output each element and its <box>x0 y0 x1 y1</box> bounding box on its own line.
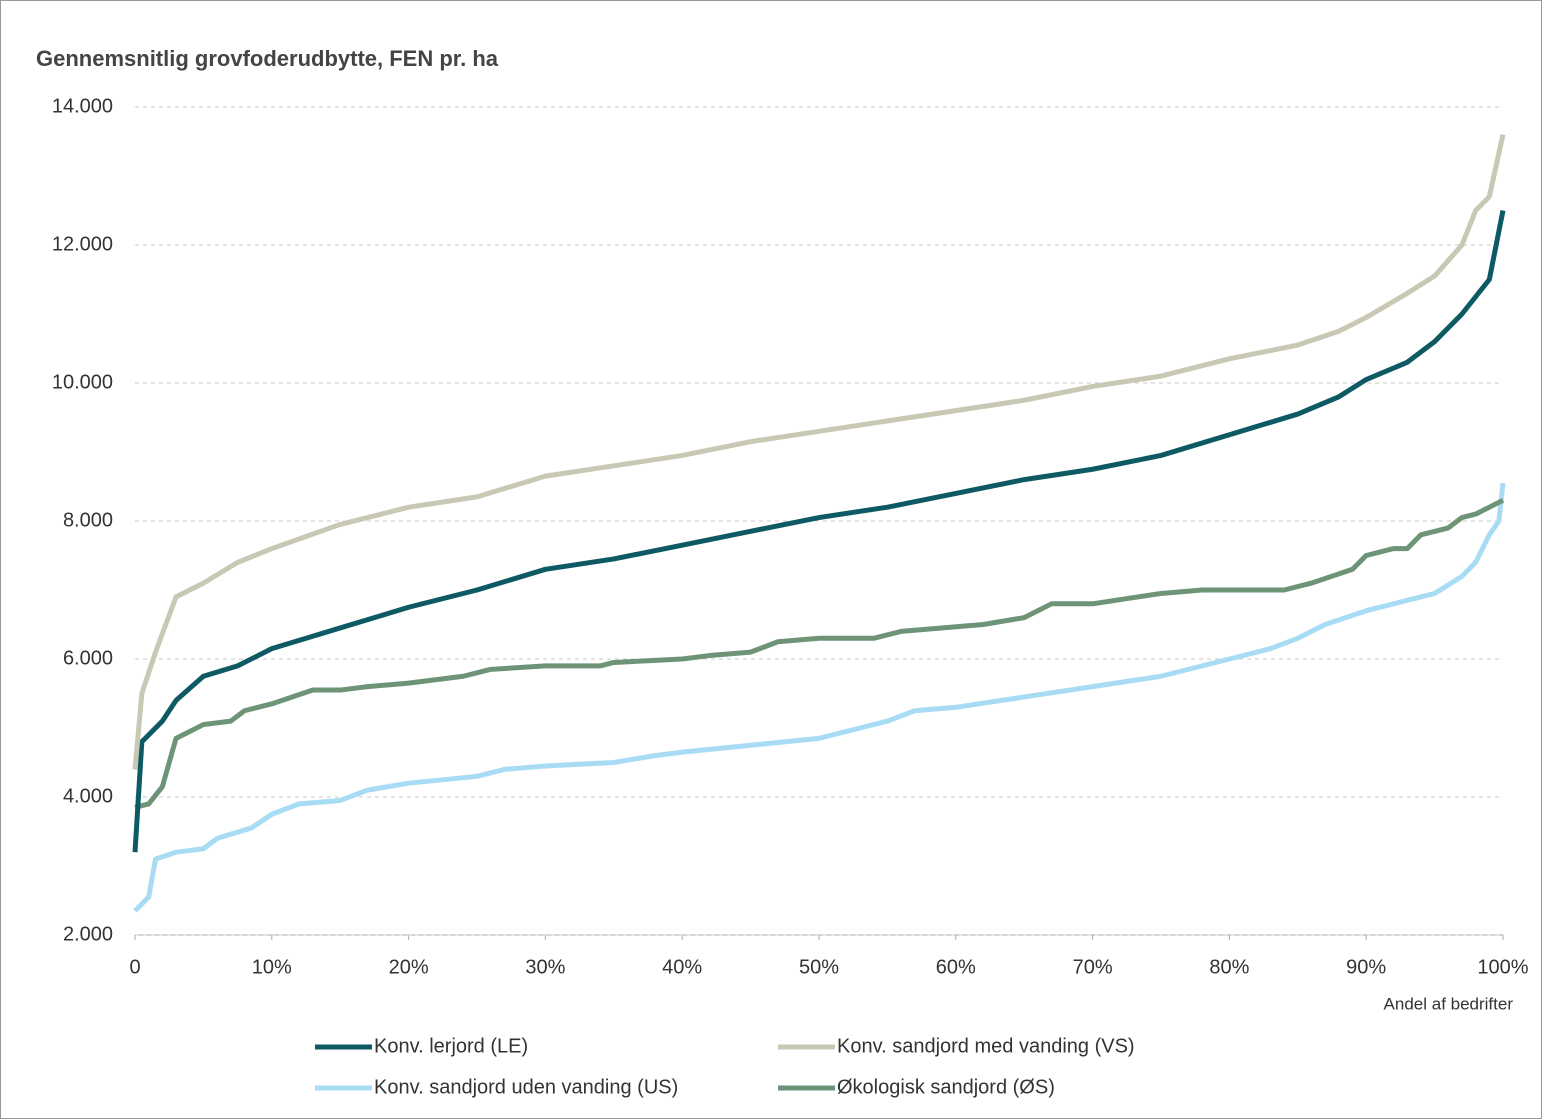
x-tick-label: 60% <box>936 956 976 978</box>
x-tick-label: 80% <box>1209 956 1249 978</box>
y-tick-label: 2.000 <box>63 923 113 945</box>
x-tick-label: 50% <box>799 956 839 978</box>
x-tick-label: 70% <box>1073 956 1113 978</box>
x-tick-label: 10% <box>252 956 292 978</box>
legend-label: Konv. lerjord (LE) <box>374 1035 528 1057</box>
x-tick-label: 0 <box>129 956 140 978</box>
line-series <box>133 482 1506 913</box>
y-tick-label: 14.000 <box>52 95 113 117</box>
line-series <box>132 210 1506 853</box>
x-tick-label: 100% <box>1477 956 1528 978</box>
y-tick-label: 10.000 <box>52 371 113 393</box>
x-tick-label: 20% <box>389 956 429 978</box>
y-tick-label: 8.000 <box>63 509 113 531</box>
x-tick-label: 30% <box>525 956 565 978</box>
y-tick-label: 6.000 <box>63 647 113 669</box>
line-series <box>132 134 1506 770</box>
y-tick-label: 4.000 <box>63 785 113 807</box>
chart-title: Gennemsnitlig grovfoderudbytte, FEN pr. … <box>36 46 499 71</box>
line-series <box>134 498 1505 810</box>
y-tick-label: 12.000 <box>52 233 113 255</box>
x-tick-label: 90% <box>1346 956 1386 978</box>
x-tick-label: 40% <box>662 956 702 978</box>
legend-label: Økologisk sandjord (ØS) <box>837 1076 1055 1098</box>
legend-label: Konv. sandjord med vanding (VS) <box>837 1035 1135 1057</box>
x-axis-label: Andel af bedrifter <box>1384 994 1514 1013</box>
legend-label: Konv. sandjord uden vanding (US) <box>374 1076 678 1098</box>
